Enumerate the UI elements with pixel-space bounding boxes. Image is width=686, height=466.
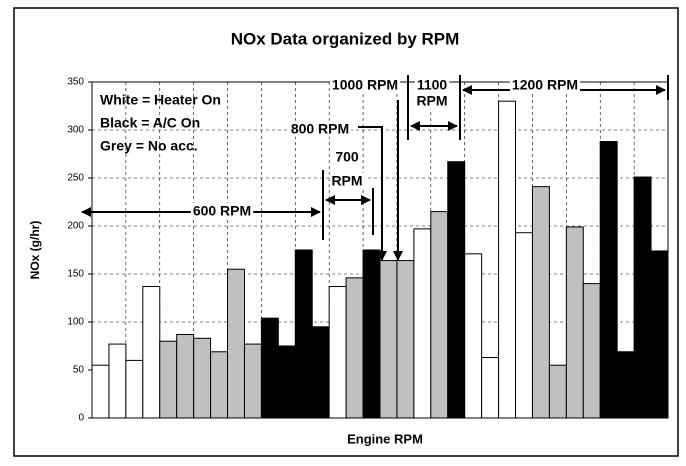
y-tick-label: 50 (73, 365, 85, 376)
annotation: RPM (416, 93, 447, 109)
chart-title: NOx Data organized by RPM (231, 29, 460, 48)
y-tick-label: 250 (67, 173, 84, 184)
y-tick-label: 100 (67, 317, 84, 328)
bar (345, 277, 364, 419)
y-axis-label: NOx (g/hr) (28, 221, 42, 280)
bar (328, 285, 347, 419)
bar (396, 260, 415, 419)
annotation-bg (414, 76, 450, 93)
arrow (358, 126, 387, 261)
bar (599, 141, 618, 419)
bar (413, 228, 432, 419)
annotation-bg (190, 202, 254, 219)
bar (379, 260, 398, 419)
annotation-bg (333, 148, 361, 165)
bar (633, 176, 652, 419)
annotation-bg (414, 92, 450, 109)
x-axis-label: Engine RPM (347, 431, 423, 446)
bar (464, 253, 483, 419)
bar (311, 326, 330, 419)
annotation: 1000 RPM (332, 77, 398, 93)
bar (227, 268, 245, 419)
bar (481, 357, 500, 419)
y-tick-label: 300 (67, 125, 84, 136)
y-tick-label: 350 (67, 77, 84, 88)
annotation-bg (288, 120, 352, 137)
annotation: 1200 RPM (512, 77, 578, 93)
bar (582, 283, 601, 419)
bar (616, 351, 635, 419)
legend-note: Black = A/C On (100, 115, 200, 131)
bar (565, 226, 584, 419)
bar (548, 364, 567, 419)
bar (277, 345, 296, 419)
bar (243, 343, 262, 419)
bar (362, 249, 381, 419)
annotation: 800 RPM (291, 121, 349, 137)
bar (294, 249, 313, 419)
legend-note: White = Heater On (100, 92, 221, 108)
bar (260, 317, 279, 419)
annotation-bg (329, 172, 365, 189)
legend-note: Grey = No acc. (100, 138, 198, 154)
bar (176, 333, 195, 419)
bar (531, 186, 550, 419)
bar (142, 285, 161, 419)
annotation: RPM (331, 173, 362, 189)
annotation-bg (329, 76, 401, 93)
bar (193, 337, 212, 419)
annotation-bg (509, 76, 581, 93)
y-tick-label: 0 (78, 413, 84, 424)
bar (210, 351, 229, 419)
annotation: 700 (335, 149, 359, 165)
annotation: 600 RPM (193, 203, 251, 219)
y-tick-label: 200 (67, 221, 84, 232)
bar (91, 364, 110, 419)
bar (430, 211, 449, 419)
y-tick-label: 150 (67, 269, 84, 280)
bar (108, 343, 127, 419)
bar (125, 359, 144, 419)
bar (515, 232, 533, 419)
bar (650, 250, 669, 419)
annotation: 1100 (417, 77, 448, 93)
bar (159, 340, 178, 419)
bar (447, 161, 466, 419)
bar (498, 100, 517, 419)
